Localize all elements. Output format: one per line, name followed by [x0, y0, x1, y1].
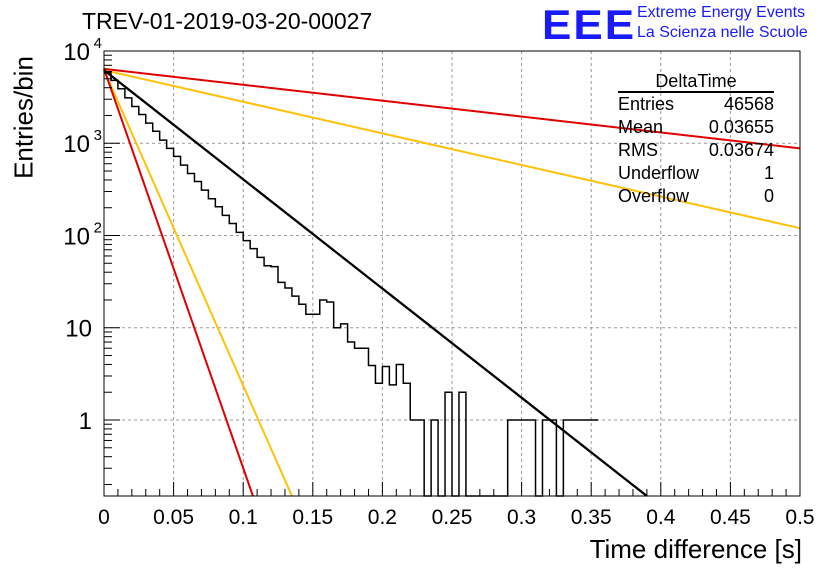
y-axis-label: Entries/bin	[8, 56, 39, 179]
stats-row-overflow: Overflow 0	[614, 185, 778, 208]
stats-value: 1	[763, 163, 774, 183]
stats-value: 0	[763, 186, 774, 206]
fit-line	[103, 67, 801, 150]
stats-label: Entries	[618, 94, 675, 114]
x-tick-label: 0.1	[229, 506, 258, 529]
x-tick-label: 0.35	[571, 506, 612, 529]
y-tick-label: 10	[65, 316, 92, 343]
stats-row-entries: Entries 46568	[614, 93, 778, 116]
x-tick-label: 0.25	[432, 506, 473, 529]
y-tick-label: 10	[63, 39, 90, 66]
stats-row-rms: RMS 0.03674	[614, 139, 778, 162]
x-axis-ticks: 0 0.05 0.1 0.15 0.2 0.25 0.3 0.35 0.4 0.45 0.5	[98, 482, 815, 529]
stats-label: Mean	[618, 117, 664, 137]
x-tick-label: 0.05	[153, 506, 194, 529]
x-tick-label: 0.45	[710, 506, 751, 529]
stats-title: DeltaTime	[618, 72, 774, 93]
stats-label: Underflow	[618, 163, 700, 183]
eee-logo: EEE	[542, 2, 637, 49]
fit-line	[103, 68, 254, 497]
y-tick-exponent: 2	[94, 219, 102, 236]
x-tick-label: 0.3	[507, 506, 536, 529]
y-tick-label: 10	[63, 131, 90, 158]
x-tick-label: 0.15	[292, 506, 333, 529]
x-axis-label: Time difference [s]	[589, 534, 802, 564]
stats-row-mean: Mean 0.03655	[614, 116, 778, 139]
logo-line-1: Extreme Energy Events	[637, 4, 806, 21]
y-tick-exponent: 4	[94, 35, 102, 52]
stats-value: 46568	[723, 94, 774, 114]
fit-line	[103, 69, 293, 497]
stats-label: Overflow	[618, 186, 690, 206]
x-tick-label: 0.4	[646, 506, 676, 529]
stats-box: DeltaTime Entries 46568 Mean 0.03655 RMS…	[614, 72, 778, 208]
y-tick-label: 1	[79, 408, 92, 435]
x-tick-label: 0.5	[785, 506, 814, 529]
stats-label: RMS	[618, 140, 658, 160]
y-tick-exponent: 3	[94, 127, 102, 144]
stats-row-underflow: Underflow 1	[614, 162, 778, 185]
fit-line-main	[103, 69, 648, 497]
chart-title: TREV-01-2019-03-20-00027	[82, 8, 373, 34]
x-tick-label: 0	[98, 506, 110, 529]
logo-line-2: La Scienza nelle Scuole	[637, 24, 808, 41]
stats-value: 0.03674	[708, 140, 774, 160]
x-tick-label: 0.2	[368, 506, 397, 529]
fit-line	[103, 69, 801, 230]
y-tick-label: 10	[63, 223, 90, 250]
stats-value: 0.03655	[708, 117, 774, 137]
